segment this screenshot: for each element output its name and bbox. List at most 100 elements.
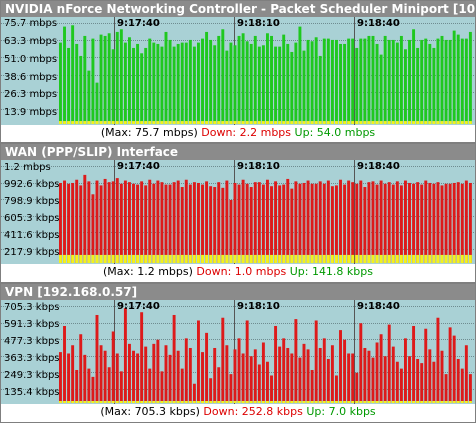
traffic-bar	[229, 199, 233, 263]
traffic-bar	[343, 184, 347, 263]
upload-bar	[290, 401, 294, 403]
traffic-bar	[424, 328, 428, 403]
traffic-bar	[412, 325, 416, 403]
upload-bar	[351, 254, 355, 263]
traffic-bar	[412, 183, 416, 263]
upload-bar	[286, 254, 290, 263]
traffic-bar	[371, 181, 375, 263]
upload-bar	[213, 401, 217, 403]
traffic-bar	[383, 35, 387, 124]
traffic-bar	[156, 180, 160, 263]
upload-bar	[233, 401, 237, 403]
upload-bar	[144, 401, 148, 403]
upload-bar	[302, 401, 306, 403]
traffic-bar	[282, 34, 286, 124]
traffic-bar	[225, 50, 229, 125]
traffic-bar	[217, 367, 221, 403]
traffic-bar	[432, 183, 436, 263]
upload-bar	[95, 121, 99, 124]
traffic-bar	[339, 179, 342, 263]
traffic-bar	[412, 29, 416, 124]
y-label: 75.7 mbps	[4, 18, 58, 29]
traffic-bar	[395, 181, 399, 263]
up-value: Up: 54.0 mbps	[294, 126, 376, 139]
upload-bar	[444, 401, 448, 403]
traffic-bar	[95, 82, 99, 124]
upload-bar	[79, 401, 83, 403]
upload-bar	[343, 401, 347, 403]
upload-bar	[347, 254, 351, 263]
traffic-bar	[241, 33, 245, 124]
traffic-bar	[233, 45, 237, 124]
traffic-bar	[302, 182, 306, 263]
traffic-bar	[330, 39, 334, 124]
upload-bar	[383, 254, 387, 263]
upload-bar	[160, 254, 164, 263]
upload-bar	[363, 401, 367, 403]
traffic-bar	[249, 187, 253, 263]
upload-bar	[367, 401, 371, 403]
upload-bar	[395, 121, 399, 124]
upload-bar	[241, 121, 245, 124]
traffic-bar	[188, 184, 192, 263]
upload-bar	[371, 121, 375, 124]
upload-bar	[249, 254, 253, 263]
traffic-bar	[359, 323, 363, 403]
upload-bar	[253, 401, 257, 403]
traffic-bar	[436, 317, 440, 403]
traffic-bar	[168, 354, 172, 403]
upload-bar	[359, 254, 363, 263]
upload-bar	[460, 121, 464, 124]
upload-bar	[229, 121, 233, 124]
upload-bar	[201, 121, 204, 124]
upload-bar	[152, 254, 156, 263]
upload-bar	[249, 121, 253, 124]
traffic-bar	[420, 363, 424, 403]
status-bar: (Max: 75.7 mbps) Down: 2.2 mbps Up: 54.0…	[1, 125, 475, 141]
upload-bar	[306, 401, 310, 403]
upload-bar	[464, 121, 468, 124]
traffic-bar	[310, 183, 314, 263]
y-label: 705.3 kbps	[4, 302, 60, 313]
upload-bar	[123, 254, 127, 263]
upload-bar	[266, 121, 269, 124]
upload-bar	[318, 401, 322, 403]
upload-bar	[245, 254, 249, 263]
upload-bar	[168, 254, 172, 263]
upload-bar	[363, 254, 367, 263]
network-panel-nvidia: NVIDIA nForce Networking Controller - Pa…	[0, 0, 476, 143]
traffic-bar	[387, 182, 391, 263]
traffic-bar	[322, 183, 326, 263]
traffic-bar	[79, 334, 83, 403]
traffic-bar	[192, 46, 196, 124]
traffic-bar	[347, 180, 351, 263]
upload-bar	[67, 254, 71, 263]
traffic-bar	[221, 317, 225, 403]
traffic-bar	[253, 182, 257, 263]
upload-bar	[217, 121, 221, 124]
upload-bar	[359, 401, 363, 403]
traffic-bar	[355, 372, 359, 403]
traffic-bar	[237, 35, 241, 124]
down-value: Down: 2.2 mbps	[201, 126, 292, 139]
traffic-bar	[322, 338, 326, 403]
traffic-bar	[168, 39, 172, 124]
time-label: 9:17:40	[117, 161, 160, 172]
upload-bar	[375, 254, 379, 263]
upload-bar	[128, 401, 131, 403]
traffic-bar	[266, 361, 269, 403]
traffic-bar	[261, 342, 265, 403]
upload-bar	[310, 401, 314, 403]
upload-bar	[314, 401, 318, 403]
upload-bar	[107, 121, 111, 124]
traffic-bar	[132, 350, 135, 403]
upload-bar	[379, 121, 383, 124]
traffic-bar	[420, 184, 424, 263]
y-label: 26.3 mbps	[4, 89, 58, 100]
traffic-bar	[302, 50, 306, 125]
upload-bar	[111, 254, 115, 263]
traffic-bar	[318, 347, 322, 403]
upload-bar	[103, 401, 107, 403]
traffic-bar	[270, 35, 273, 124]
upload-bar	[99, 121, 103, 124]
